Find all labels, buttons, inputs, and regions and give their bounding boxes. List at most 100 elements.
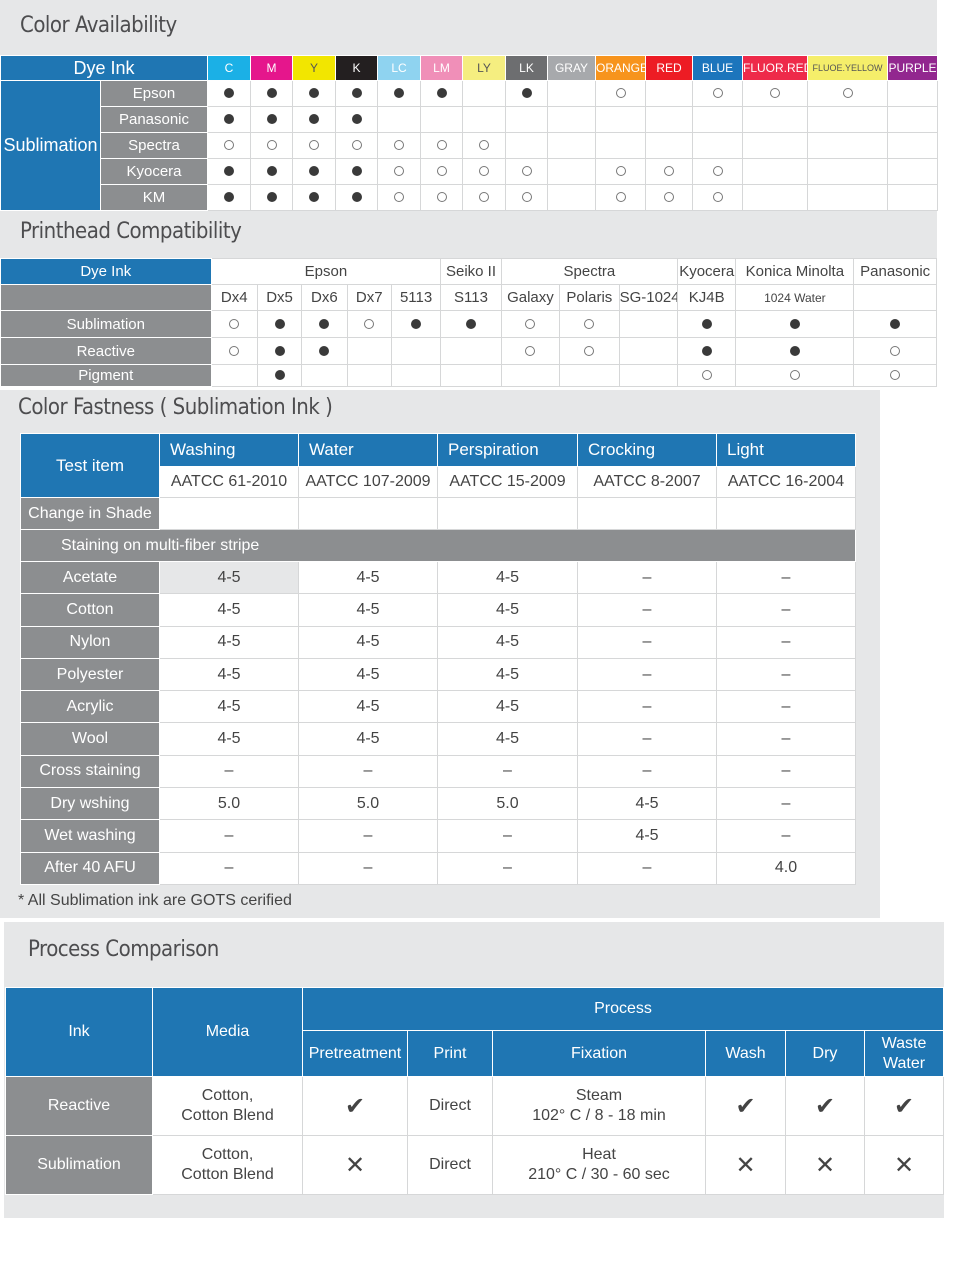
open-dot-icon — [584, 318, 595, 329]
cell — [301, 310, 348, 338]
cell — [210, 364, 258, 387]
cell — [677, 310, 737, 338]
cell: – — [159, 754, 299, 789]
cell: – — [716, 560, 856, 595]
cell — [807, 184, 888, 211]
filled-dot-icon — [436, 88, 447, 98]
cell: 4-5 — [298, 625, 438, 659]
cell — [301, 337, 348, 365]
cell — [292, 132, 336, 159]
open-dot-icon — [364, 318, 375, 329]
cell — [559, 337, 620, 365]
step-header: Waste Water — [863, 1030, 945, 1077]
cell — [807, 132, 888, 159]
table-row: Acrylic 4-5 4-5 4-5– – — [20, 690, 856, 724]
cell — [807, 106, 888, 133]
cell — [207, 106, 251, 133]
open-dot-icon — [615, 88, 626, 98]
cell — [595, 80, 646, 107]
cell — [735, 337, 855, 365]
cell: – — [298, 851, 438, 885]
model-header: Dx4 — [210, 284, 258, 311]
cell: – — [577, 754, 717, 789]
cell: – — [577, 593, 717, 627]
cell — [735, 310, 855, 338]
filled-dot-icon — [224, 88, 234, 98]
open-dot-icon — [615, 166, 626, 176]
cell — [377, 158, 421, 185]
cell — [547, 184, 596, 211]
model-header: S113 — [440, 284, 502, 311]
cell — [250, 106, 293, 133]
cell — [440, 337, 502, 365]
cell — [742, 158, 808, 185]
cell — [462, 106, 506, 133]
cell — [887, 158, 938, 185]
cell — [250, 158, 293, 185]
cell: 4-5 — [159, 593, 299, 627]
cell: 4-5 — [159, 625, 299, 659]
cell — [377, 80, 421, 107]
cell: – — [577, 722, 717, 756]
open-dot-icon — [229, 318, 240, 329]
ink-header: K — [335, 55, 378, 81]
cell — [207, 158, 251, 185]
filled-dot-icon — [351, 114, 362, 124]
table-row: Kyocera — [1, 158, 938, 185]
cell — [390, 310, 442, 338]
sublimation-label: Sublimation — [0, 80, 101, 211]
ink-header: ORANGE — [595, 55, 646, 81]
dye-ink-header: Dye Ink — [0, 258, 212, 285]
cell — [645, 106, 693, 133]
filled-dot-icon — [266, 88, 277, 98]
table-row: Pigment — [0, 364, 937, 387]
filled-dot-icon — [319, 345, 330, 356]
cell: – — [577, 690, 717, 724]
media-line: Cotton Blend — [181, 1166, 274, 1183]
open-dot-icon — [712, 166, 723, 176]
cell: 4-5 — [437, 593, 578, 627]
check-icon: ✔ — [344, 1092, 366, 1120]
cell — [210, 310, 258, 338]
filled-dot-icon — [789, 345, 800, 356]
cell — [677, 337, 737, 365]
standard-header: AATCC 15-2009 — [437, 466, 578, 498]
cell — [692, 158, 743, 185]
process-table: Ink Media Process Pretreatment Print Fixation… — [5, 987, 945, 1195]
cell — [645, 158, 693, 185]
print-cell: Direct — [407, 1135, 493, 1195]
standard-header: AATCC 16-2004 — [716, 466, 856, 498]
cell — [207, 80, 251, 107]
ink-header: Ink — [5, 987, 153, 1077]
cell — [462, 132, 506, 159]
media-line: Cotton Blend — [181, 1107, 274, 1124]
row-label: Polyester — [20, 657, 160, 692]
cell: 4-5 — [577, 787, 717, 821]
row-label: Cross staining — [20, 754, 160, 789]
cell: 4-5 — [577, 819, 717, 853]
table-row: Sublimation Epson — [0, 80, 938, 211]
open-dot-icon — [394, 166, 404, 176]
row-label: Wool — [20, 722, 160, 756]
cell — [292, 80, 336, 107]
open-dot-icon — [479, 140, 489, 150]
filled-dot-icon — [266, 192, 277, 202]
ink-label: Reactive — [5, 1076, 153, 1136]
cell — [742, 132, 808, 159]
open-dot-icon — [479, 192, 489, 202]
open-dot-icon — [525, 345, 536, 356]
cell: – — [437, 754, 578, 789]
table-row: Polyester 4-5 4-5 4-5– – — [20, 657, 856, 692]
row-label: KM — [100, 184, 208, 211]
cell: 4-5 — [437, 560, 578, 595]
open-dot-icon — [351, 140, 362, 150]
table-row: Spectra — [1, 132, 938, 159]
open-dot-icon — [525, 318, 536, 329]
model-header: 5113 — [390, 284, 442, 311]
cell — [887, 132, 938, 159]
cell: 4-5 — [437, 657, 578, 692]
filled-dot-icon — [309, 88, 319, 98]
check-icon: ✔ — [735, 1092, 756, 1120]
color-availability-table: Dye Ink C M Y K LC LM LY LK GRAY ORANGE RED BLUE FLUO… — [0, 55, 938, 211]
process-header: Process — [301, 987, 945, 1031]
